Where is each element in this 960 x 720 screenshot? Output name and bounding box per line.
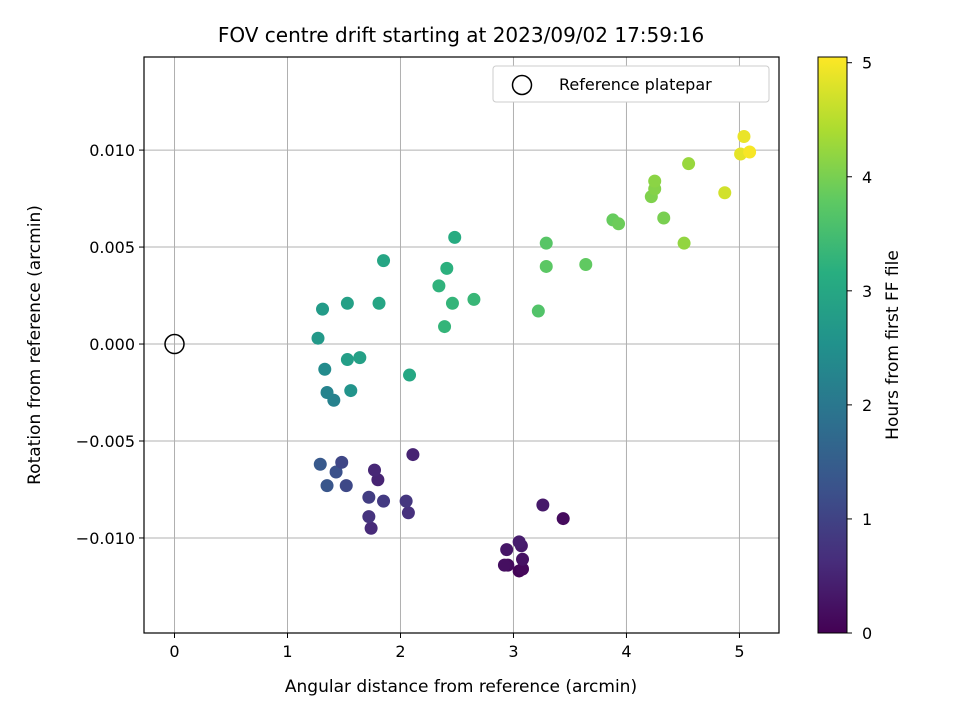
data-point xyxy=(367,463,381,477)
data-points xyxy=(311,130,757,578)
data-point xyxy=(401,506,415,520)
data-point xyxy=(512,535,526,549)
data-point xyxy=(318,362,332,376)
data-point xyxy=(313,457,327,471)
x-tick-label: 4 xyxy=(621,642,631,661)
x-axis-ticks: 0 1 2 3 4 5 xyxy=(169,633,745,661)
data-point xyxy=(377,254,391,268)
colorbar-label: Hours from first FF file xyxy=(883,250,903,440)
data-point xyxy=(377,494,391,508)
legend: Reference platepar xyxy=(492,65,770,103)
data-point xyxy=(743,145,757,159)
colorbar-tick-label: 2 xyxy=(862,396,872,415)
data-point xyxy=(335,455,349,469)
data-point xyxy=(648,174,662,188)
data-point xyxy=(500,543,514,557)
data-point xyxy=(362,490,376,504)
data-point xyxy=(340,353,354,367)
data-point xyxy=(579,258,593,272)
data-point xyxy=(344,384,358,398)
data-point xyxy=(320,386,334,400)
chart-title: FOV centre drift starting at 2023/09/02 … xyxy=(218,23,704,47)
plot-frame xyxy=(143,56,780,634)
data-point xyxy=(340,296,354,310)
data-point xyxy=(364,521,378,535)
data-point xyxy=(311,331,325,345)
y-axis-ticks: −0.010 −0.005 0.000 0.005 0.010 xyxy=(76,141,144,548)
y-tick-label: 0.010 xyxy=(89,141,135,160)
legend-marker xyxy=(511,74,533,96)
grid-lines xyxy=(144,57,779,633)
data-point xyxy=(657,211,671,225)
data-point xyxy=(497,558,511,572)
x-tick-label: 3 xyxy=(508,642,518,661)
colorbar-tick-label: 1 xyxy=(862,510,872,529)
colorbar-ticks: 0 1 2 3 4 5 xyxy=(847,54,872,643)
data-point xyxy=(539,236,553,250)
data-point xyxy=(718,186,732,200)
data-point xyxy=(448,230,462,244)
reference-platepar-marker xyxy=(164,333,185,355)
data-point xyxy=(432,279,446,293)
colorbar-tick-label: 5 xyxy=(862,54,872,73)
data-point xyxy=(445,296,459,310)
y-tick-label: −0.005 xyxy=(76,432,135,451)
data-point xyxy=(438,320,452,334)
colorbar-tick-label: 0 xyxy=(862,624,872,643)
data-point xyxy=(353,351,367,365)
data-point xyxy=(329,465,343,479)
data-point xyxy=(339,479,353,493)
colorbar-frame xyxy=(817,56,848,634)
data-point xyxy=(362,510,376,524)
x-axis-label: Angular distance from reference (arcmin) xyxy=(285,677,637,697)
data-point xyxy=(536,498,550,512)
data-point xyxy=(440,261,454,275)
y-tick-label: −0.010 xyxy=(76,529,135,548)
y-tick-label: 0.005 xyxy=(89,238,135,257)
data-point xyxy=(399,494,413,508)
data-point xyxy=(539,259,553,273)
x-tick-label: 2 xyxy=(395,642,405,661)
colorbar: 0 1 2 3 4 5 Hours from first FF file xyxy=(817,54,903,643)
data-point xyxy=(682,157,696,171)
data-point xyxy=(531,304,545,318)
data-point xyxy=(467,292,481,306)
data-point xyxy=(737,130,751,144)
x-tick-label: 0 xyxy=(169,642,179,661)
data-point xyxy=(677,236,691,250)
data-point xyxy=(406,448,420,462)
data-point xyxy=(516,562,530,576)
x-tick-label: 5 xyxy=(734,642,744,661)
y-axis-label: Rotation from reference (arcmin) xyxy=(25,205,45,485)
data-point xyxy=(403,368,417,382)
colorbar-tick-label: 4 xyxy=(862,168,872,187)
data-point xyxy=(516,552,530,566)
x-tick-label: 1 xyxy=(282,642,292,661)
data-point xyxy=(556,512,570,526)
data-point xyxy=(372,296,386,310)
legend-label: Reference platepar xyxy=(559,75,712,94)
data-point xyxy=(316,302,330,316)
y-tick-label: 0.000 xyxy=(89,335,135,354)
colorbar-gradient xyxy=(818,57,847,633)
data-point xyxy=(320,479,334,493)
legend-box xyxy=(492,65,770,103)
data-point xyxy=(612,217,626,231)
colorbar-tick-label: 3 xyxy=(862,282,872,301)
